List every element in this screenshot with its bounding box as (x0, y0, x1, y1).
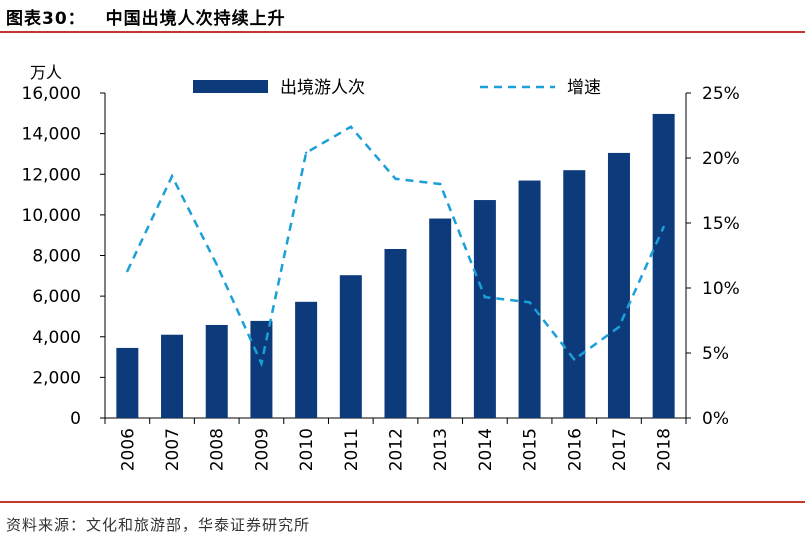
x-tick-label: 2015 (521, 428, 541, 471)
bar (339, 275, 362, 418)
x-tick-label: 2009 (252, 428, 272, 471)
right-tick-label: 15% (702, 214, 740, 234)
figure-title: 中国出境人次持续上升 (105, 9, 286, 29)
bar (607, 152, 630, 418)
x-tick-label: 2012 (387, 428, 407, 471)
x-tick-label: 2006 (118, 428, 138, 471)
axes: 0 2,000 4,000 6,000 8,000 10,000 12,000 14,000 1… (22, 63, 740, 471)
right-tick-label: 10% (702, 279, 740, 299)
left-tick-label: 10,000 (22, 206, 81, 226)
growth-point (573, 358, 576, 361)
growth-point (662, 225, 665, 229)
bottom-rule (0, 501, 805, 503)
right-tick-label: 25% (702, 84, 740, 104)
x-tick-label: 2013 (431, 428, 451, 471)
growth-point (304, 151, 308, 154)
legend-bar-label: 出境游人次 (280, 78, 365, 98)
left-tick-label: 0 (70, 409, 81, 429)
growth-point (617, 325, 621, 329)
bar (652, 113, 675, 418)
x-tick-label: 2017 (610, 428, 630, 471)
growth-point (438, 182, 442, 186)
legend-line-label: 增速 (567, 78, 601, 98)
bar (205, 324, 228, 418)
x-tick-label: 2010 (297, 428, 317, 471)
right-tick-label: 5% (702, 344, 729, 364)
bar (250, 320, 273, 418)
growth-point (215, 263, 218, 266)
x-tick-label: 2008 (208, 428, 228, 471)
bars-layer (116, 113, 675, 418)
bar (563, 170, 586, 418)
x-tick-label: 2011 (342, 428, 362, 471)
left-axis-unit: 万人 (30, 63, 62, 82)
bar (116, 347, 139, 418)
x-tick-label: 2014 (476, 428, 496, 471)
growth-point (394, 177, 397, 180)
figure-label: 图表30： (6, 9, 86, 29)
left-tick-label: 8,000 (32, 247, 81, 267)
source-note: 资料来源：文化和旅游部，华泰证券研究所 (6, 516, 311, 534)
x-tick-label: 2018 (655, 428, 675, 471)
bar (161, 334, 184, 418)
bar (384, 249, 407, 418)
left-tick-label: 14,000 (22, 125, 81, 145)
growth-point (528, 301, 531, 304)
bar (518, 180, 541, 418)
right-tick-label: 0% (702, 409, 729, 429)
bar (429, 218, 452, 418)
x-tick-label: 2016 (565, 428, 585, 471)
left-tick-label: 12,000 (22, 165, 81, 185)
x-tick-label: 2007 (163, 428, 183, 471)
bar (473, 200, 496, 418)
growth-point (483, 295, 487, 299)
line-layer (126, 125, 665, 368)
bar (295, 301, 318, 418)
growth-point (170, 175, 174, 178)
left-tick-label: 4,000 (32, 328, 81, 348)
legend: 出境游人次 增速 (193, 78, 601, 98)
left-tick-label: 2,000 (32, 368, 81, 388)
left-tick-label: 6,000 (32, 287, 81, 307)
right-tick-label: 20% (702, 149, 740, 169)
growth-point (349, 125, 353, 128)
growth-point (260, 362, 263, 365)
left-tick-label: 16,000 (22, 84, 81, 104)
growth-point (126, 269, 129, 273)
legend-bar-swatch (193, 80, 268, 93)
figure-title-row: 图表30： 中国出境人次持续上升 (6, 4, 286, 29)
top-rule (0, 31, 805, 33)
